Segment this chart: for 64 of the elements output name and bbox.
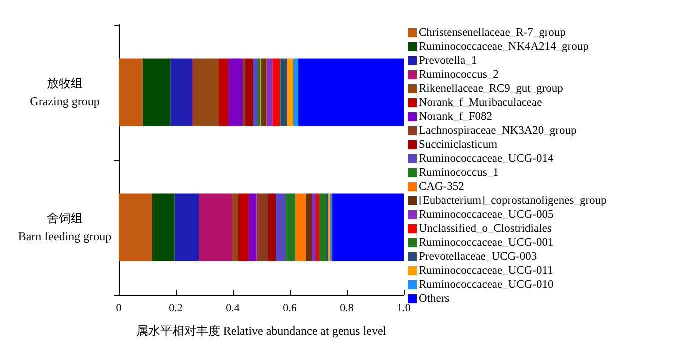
bar (268, 194, 276, 262)
bar (119, 58, 143, 126)
bar (152, 194, 175, 262)
legend-label: CAG-352 (419, 181, 465, 193)
legend-label: Ruminococcaceae_NK4A214_group (419, 41, 590, 53)
bar (276, 194, 286, 262)
bar (256, 194, 268, 262)
bar (285, 194, 296, 262)
bar (293, 58, 299, 126)
legend-label: Prevotellaceae_UCG-003 (419, 251, 538, 263)
legend-label: Unclassified_o_Clostridiales (419, 223, 552, 235)
bar (319, 194, 326, 262)
y-tick-label: 舍饲组 Barn feeding group (18, 212, 112, 244)
x-tick-label: 0.6 (283, 302, 298, 314)
x-axis-title: 属水平相对丰度 Relative abundance at genus level (136, 324, 388, 338)
bar (232, 194, 238, 262)
bar (266, 58, 273, 126)
bar (287, 58, 294, 126)
x-tick-label: 0.8 (340, 302, 354, 314)
legend-label: Norank_f_Muribaculaceae (419, 97, 542, 109)
bar (170, 58, 192, 126)
x-tick-label: 1.0 (397, 302, 412, 314)
legend-label: Ruminococcaceae_UCG-005 (419, 209, 554, 221)
bar (238, 194, 249, 262)
bar (258, 58, 261, 126)
legend-label: Lachnospiraceae_NK3A20_group (419, 125, 577, 137)
legend-label: Others (419, 293, 450, 305)
bar (298, 58, 404, 126)
bar (295, 194, 306, 262)
bar (316, 194, 320, 262)
bar (272, 58, 280, 126)
x-tick-label: 0 (116, 302, 122, 314)
bar (228, 58, 243, 126)
bar (253, 58, 258, 126)
bar (174, 194, 200, 262)
bar (246, 58, 254, 126)
legend-label: Ruminococcaceae_UCG-010 (419, 279, 554, 291)
bar (193, 58, 220, 126)
legend-label: Ruminococcus_2 (419, 69, 500, 81)
legend-label: Christensenellaceae_R-7_group (419, 27, 566, 39)
bar (248, 194, 257, 262)
legend-label: Norank_f_F082 (419, 111, 493, 123)
bar (326, 194, 329, 262)
x-tick-label: 0.4 (226, 302, 240, 314)
bar (312, 194, 316, 262)
bar (142, 58, 171, 126)
legend-label: Succiniclasticum (419, 139, 498, 151)
bar (242, 58, 246, 126)
bar (280, 58, 288, 126)
bar (262, 58, 267, 126)
legend-label: [Eubacterium]_coprostanoligenes_group (419, 195, 608, 207)
y-tick-label: 放牧组 Grazing group (30, 76, 100, 108)
x-tick-label: 0.2 (169, 302, 183, 314)
bar (119, 194, 152, 262)
bar (199, 194, 232, 262)
legend-label: Rikenellaceae_RC9_gut_group (419, 83, 564, 95)
bar (306, 194, 312, 262)
legend-label: Ruminococcaceae_UCG-001 (419, 237, 554, 249)
legend-label: Ruminococcaceae_UCG-014 (419, 153, 554, 165)
legend-label: Ruminococcaceae_UCG-011 (419, 265, 554, 277)
bar (219, 58, 228, 126)
legend-label: Prevotella_1 (419, 55, 478, 67)
bar (332, 194, 404, 262)
legend-label: Ruminococcus_1 (419, 167, 500, 179)
